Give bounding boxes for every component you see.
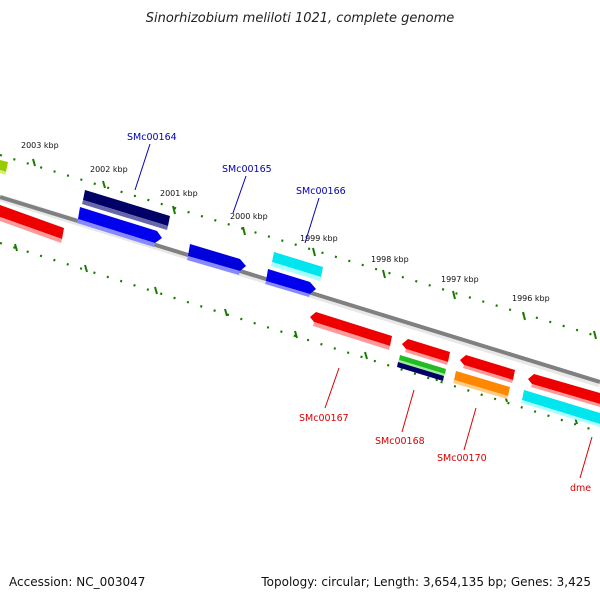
gene-smc00165 <box>187 244 246 275</box>
gene-smc00166 <box>265 269 316 297</box>
tick-label-2000: 2000 kbp <box>230 212 268 221</box>
gene-label-smc00168: SMc00168 <box>375 436 425 447</box>
gene-smc00166-cyan <box>271 252 323 281</box>
upper-leaders <box>134 143 320 244</box>
gene-left-red <box>0 205 64 243</box>
gene-label-dme: dme <box>570 483 591 494</box>
gene-smc00164 <box>77 207 162 247</box>
tick-label-1998: 1998 kbp <box>371 255 409 264</box>
gene-smc00168-a <box>402 339 450 365</box>
tick-label-2002: 2002 kbp <box>90 165 128 174</box>
outer-scale-track <box>0 153 600 339</box>
gene-smc00168-green <box>398 355 446 376</box>
map-title: Sinorhizobium meliloti 1021, complete ge… <box>146 11 455 26</box>
tick-label-2003: 2003 kbp <box>21 141 59 150</box>
accession-text: Accession: NC_003047 <box>9 575 145 589</box>
gene-left-green <box>0 160 8 175</box>
gene-label-smc00167: SMc00167 <box>299 413 349 424</box>
gene-smc00168-navy <box>397 362 444 381</box>
tick-label-1999: 1999 kbp <box>300 234 338 243</box>
lower-leaders <box>324 367 593 479</box>
tick-label-2001: 2001 kbp <box>160 189 198 198</box>
gene-dme-red <box>528 374 600 407</box>
gene-smc00164-dark <box>82 190 170 230</box>
gene-smc00167 <box>310 312 392 350</box>
gene-dme-cyan <box>521 390 600 427</box>
genome-summary-text: Topology: circular; Length: 3,654,135 bp… <box>260 575 591 589</box>
gene-label-smc00165: SMc00165 <box>222 164 272 175</box>
gene-label-smc00170: SMc00170 <box>437 453 487 464</box>
tick-label-1996: 1996 kbp <box>512 294 550 303</box>
gene-smc00169 <box>460 355 515 383</box>
gene-label-smc00166: SMc00166 <box>296 186 346 197</box>
gene-label-smc00164: SMc00164 <box>127 132 177 143</box>
tick-label-1997: 1997 kbp <box>441 275 479 284</box>
gene-smc00170 <box>453 371 510 399</box>
